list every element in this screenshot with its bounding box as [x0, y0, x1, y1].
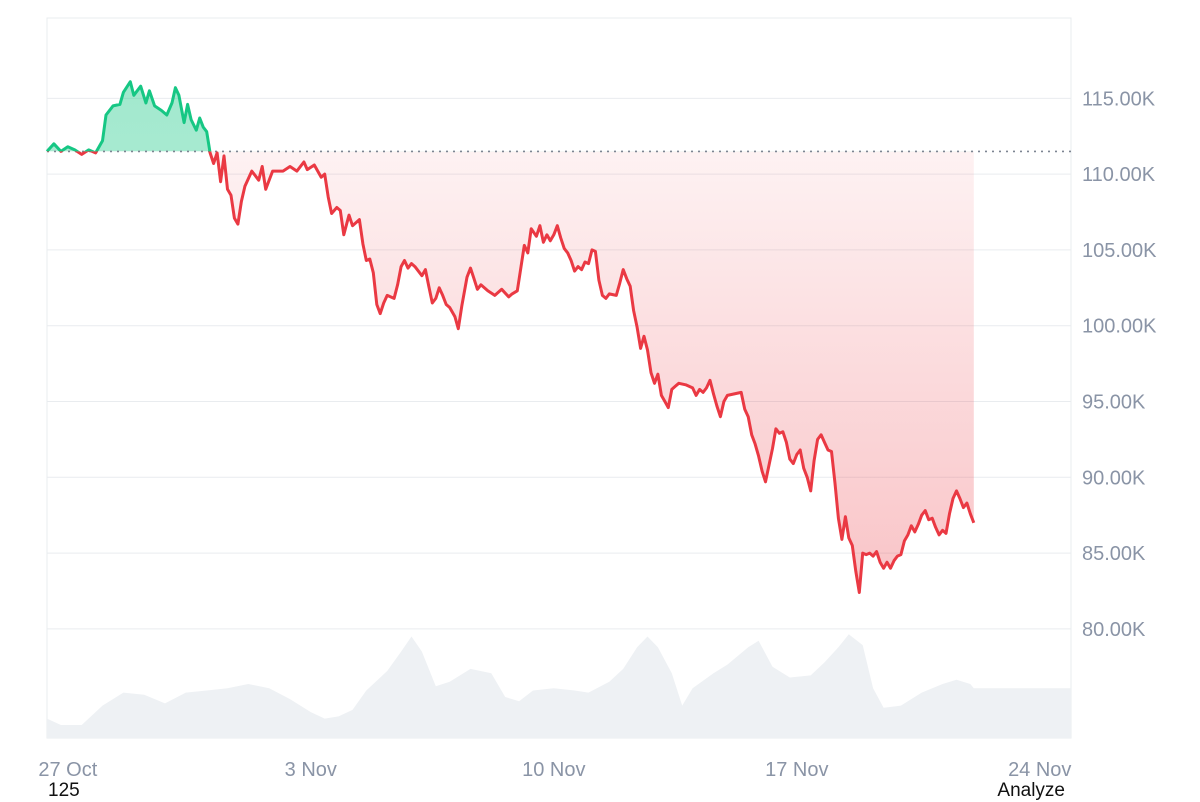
analyze-link[interactable]: Analyze: [997, 780, 1065, 801]
x-tick-label: 10 Nov: [522, 759, 585, 781]
footer-left-text: 125: [48, 780, 80, 801]
volume-area: [47, 634, 1071, 738]
above-baseline-area: [47, 81, 210, 152]
x-tick-label: 27 Oct: [38, 759, 97, 781]
y-tick-label: 100.00K: [1082, 316, 1157, 338]
x-axis-ticks: 27 Oct 3 Nov 10 Nov 17 Nov 24 Nov: [38, 759, 1071, 781]
y-tick-label: 90.00K: [1082, 467, 1146, 489]
price-line-below: [46, 151, 976, 594]
below-baseline-area: [47, 151, 974, 593]
x-tick-label: 24 Nov: [1008, 759, 1071, 781]
y-tick-label: 110.00K: [1082, 164, 1156, 186]
y-tick-label: 105.00K: [1082, 240, 1157, 262]
x-tick-label: 17 Nov: [765, 759, 828, 781]
y-tick-label: 80.00K: [1082, 619, 1146, 641]
y-tick-label: 85.00K: [1082, 543, 1146, 565]
x-tick-label: 3 Nov: [285, 759, 337, 781]
y-tick-label: 115.00K: [1082, 88, 1156, 110]
y-tick-label: 95.00K: [1082, 391, 1146, 413]
y-axis-ticks: 80.00K 85.00K 90.00K 95.00K 100.00K 105.00K 11…: [1082, 88, 1157, 641]
